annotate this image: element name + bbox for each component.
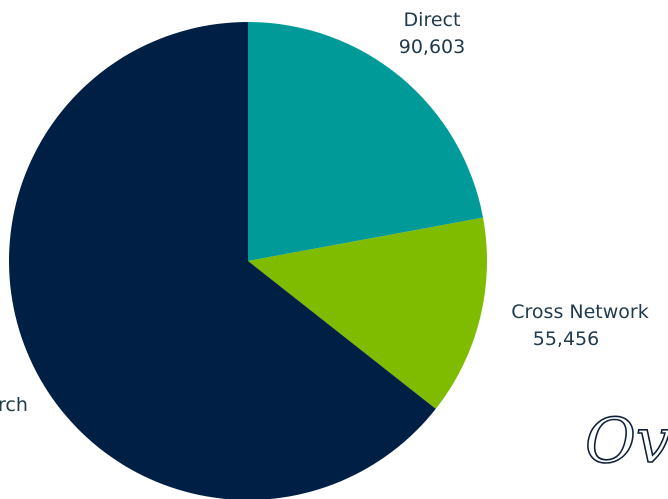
slice-value-cross-network: 55,456 — [533, 328, 599, 350]
pie-slice-search — [9, 22, 436, 499]
pie-slice-direct — [248, 22, 484, 261]
slice-value-direct: 90,603 — [399, 36, 465, 58]
script-decoration: Ov — [585, 404, 668, 477]
pie-slice-cross-network — [248, 217, 488, 409]
slice-label-direct: Direct — [404, 9, 461, 31]
pie-slices — [9, 22, 488, 499]
slice-label-cross-network: Cross Network — [511, 301, 648, 323]
slice-label-search: rch — [0, 394, 28, 416]
